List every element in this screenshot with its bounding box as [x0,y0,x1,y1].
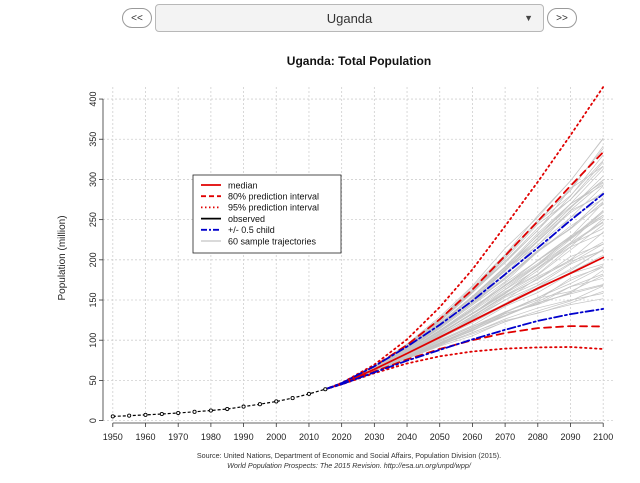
series-median [324,256,605,391]
x-tick-label: 2080 [528,432,548,442]
observed-point [176,410,181,416]
legend-label: 60 sample trajectories [228,236,317,246]
y-tick-label: 400 [88,92,98,107]
legend-label: observed [228,214,265,224]
sample-trajectory [325,212,604,390]
y-tick-label: 350 [88,132,98,147]
observed-point [110,414,115,419]
legend-label: median [228,180,258,190]
sample-trajectory [325,145,604,390]
next-country-button[interactable]: >> [547,8,577,28]
legend-label: 80% prediction interval [228,192,319,202]
observed-point [290,396,295,401]
y-axis-label: Population (million) [57,215,68,300]
x-tick-label: 2040 [397,432,417,442]
observed-point [208,408,213,413]
series-80-upper [324,151,605,391]
x-tick-label: 2050 [430,432,450,442]
x-tick-label: 2020 [332,432,352,442]
y-tick-label: 50 [88,375,98,385]
sample-trajectory [325,137,604,390]
series--0-5-child [324,307,605,391]
y-tick-label: 250 [88,212,98,227]
sample-trajectory [325,138,604,390]
source-line-2: World Population Prospects: The 2015 Rev… [227,461,472,470]
x-tick-label: 2030 [364,432,384,442]
sample-trajectory [325,148,604,390]
observed-point [159,411,164,417]
observed-point [225,406,230,412]
observed-point [323,387,328,392]
observed-point [127,413,132,418]
observed-point [274,399,279,404]
x-tick-label: 1950 [103,432,123,442]
x-tick-label: 2100 [593,432,613,442]
observed-point [306,391,312,396]
legend-box [192,174,342,254]
y-tick-label: 150 [88,292,98,307]
chevron-down-icon: ▼ [524,13,533,23]
x-tick-label: 1970 [168,432,188,442]
observed-point [257,402,262,407]
x-tick-label: 2090 [560,432,580,442]
country-select[interactable]: Uganda ▼ [155,4,544,32]
x-tick-label: 2070 [495,432,515,442]
sample-trajectory [325,194,604,390]
y-tick-label: 100 [88,333,98,348]
legend-label: 95% prediction interval [228,203,319,213]
y-tick-label: 200 [88,252,98,267]
country-select-value: Uganda [326,11,373,26]
y-tick-label: 0 [88,418,98,423]
observed-point [192,409,197,414]
series--0-5-child [324,192,605,391]
x-tick-label: 1990 [234,432,254,442]
chart-title: Uganda: Total Population [287,54,431,68]
previous-country-button[interactable]: << [122,8,152,28]
x-tick-label: 1980 [201,432,221,442]
sample-trajectory [325,175,604,390]
observed-point [241,404,246,409]
x-tick-label: 2000 [266,432,286,442]
x-tick-label: 2010 [299,432,319,442]
sample-trajectory [325,161,604,390]
series-95-upper [324,86,605,391]
source-line-1: Source: United Nations, Department of Ec… [197,451,501,460]
observed-point [143,412,148,417]
legend-label: +/- 0.5 child [228,225,275,235]
observed-line [112,388,326,417]
x-tick-label: 2060 [462,432,482,442]
x-tick-label: 1960 [135,432,155,442]
population-chart: Uganda: Total Population Population (mil… [57,54,613,470]
y-tick-label: 300 [88,172,98,187]
